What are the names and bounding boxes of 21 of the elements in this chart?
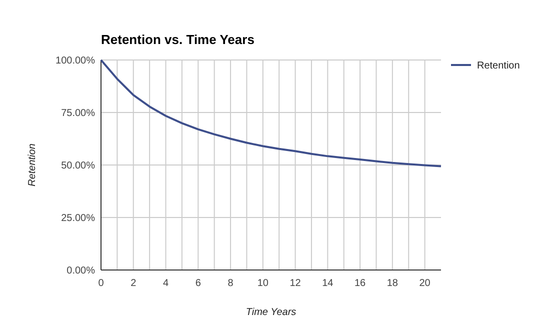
x-axis-title: Time Years [246, 307, 296, 318]
line-series [100, 59, 442, 168]
x-tick-label: 18 [386, 278, 398, 289]
x-tick-label: 2 [130, 278, 137, 289]
x-tick-label: 10 [257, 278, 269, 289]
x-tick-label: 4 [162, 278, 169, 289]
legend-label: Retention [477, 60, 520, 72]
x-tick-label: 20 [419, 278, 431, 289]
x-tick-label: 12 [290, 278, 302, 289]
chart-title: Retention vs. Time Years [101, 32, 254, 47]
y-tick-label: 25.00% [61, 213, 96, 224]
y-tick-label: 100.00% [56, 56, 96, 66]
y-tick-label: 50.00% [61, 160, 96, 172]
x-tick-label: 6 [195, 278, 202, 289]
y-axis-title: Retention [27, 143, 38, 186]
x-tick-label: 16 [354, 278, 366, 289]
x-tick-label: 8 [228, 278, 234, 289]
x-tick-label: 0 [98, 278, 104, 289]
x-tick-label: 14 [322, 278, 334, 289]
y-tick-label: 75.00% [61, 108, 96, 119]
y-tick-label: 0.00% [66, 266, 96, 276]
